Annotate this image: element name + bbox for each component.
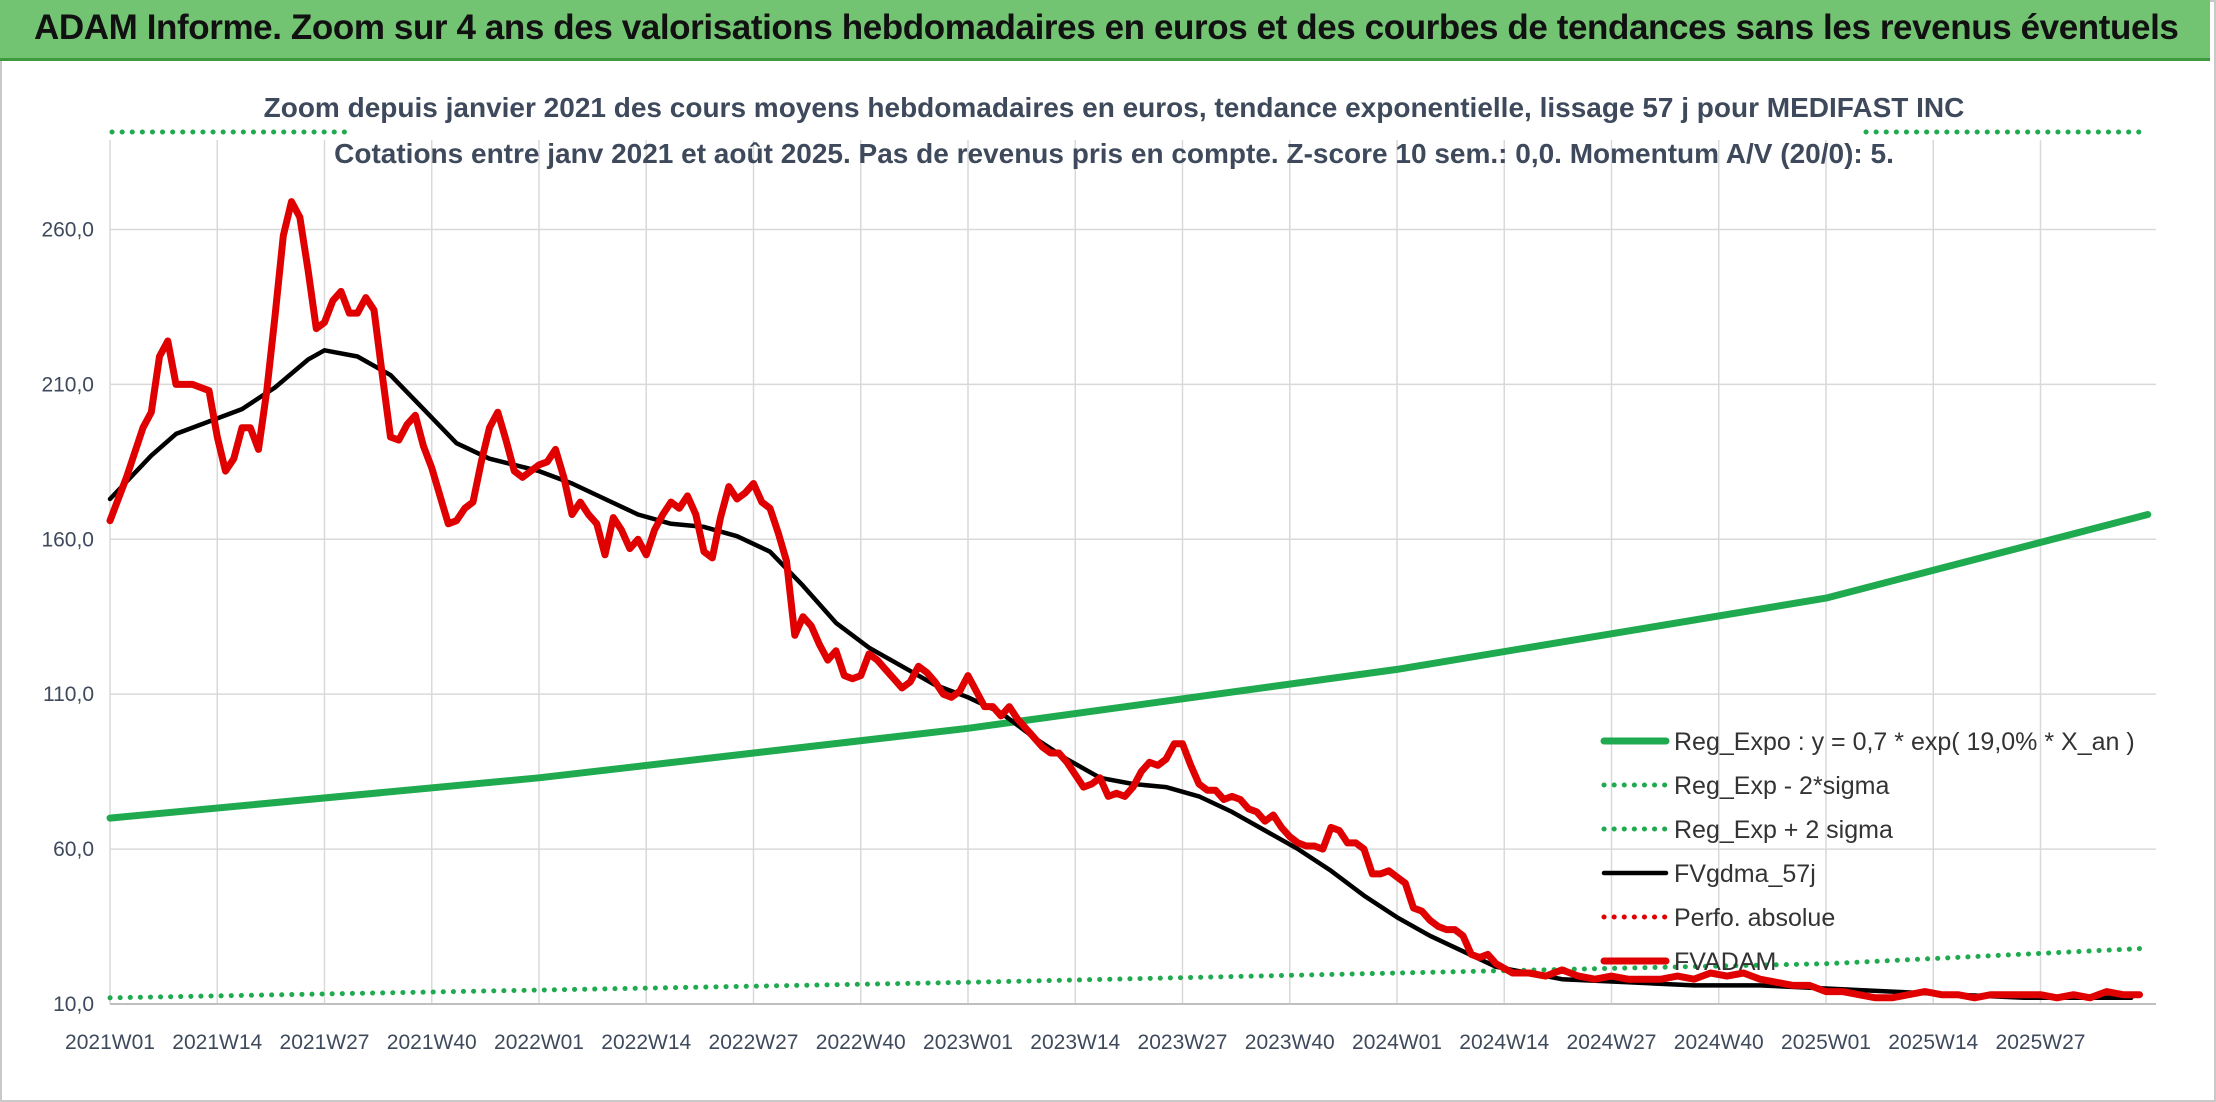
x-tick-label: 2023W27 [1138, 1031, 1228, 1054]
page-title: ADAM Informe. Zoom sur 4 ans des valoris… [34, 8, 2179, 47]
x-tick-label: 2022W14 [601, 1031, 691, 1054]
x-tick-label: 2023W01 [923, 1031, 1013, 1054]
legend-label: FVADAM [1674, 948, 1776, 976]
x-tick-label: 2021W40 [387, 1031, 477, 1054]
x-tick-label: 2024W01 [1352, 1031, 1442, 1054]
legend-label: Reg_Exp - 2*sigma [1674, 772, 1889, 800]
legend-label: Reg_Expo : y = 0,7 * exp( 19,0% * X_an ) [1674, 728, 2135, 756]
x-tick-label: 2024W40 [1674, 1031, 1764, 1054]
y-tick-label: 160,0 [41, 528, 94, 551]
y-tick-label: 60,0 [53, 838, 94, 861]
series-line-3 [107, 348, 2134, 1001]
series-line-0 [106, 511, 2152, 822]
y-tick-label: 110,0 [43, 683, 94, 706]
x-tick-label: 2021W27 [280, 1031, 370, 1054]
series-line-5 [106, 198, 2143, 1002]
title-banner: ADAM Informe. Zoom sur 4 ans des valoris… [0, 0, 2210, 61]
x-tick-label: 2022W01 [494, 1031, 584, 1054]
x-tick-label: 2022W40 [816, 1031, 906, 1054]
legend: Reg_Expo : y = 0,7 * exp( 19,0% * X_an )… [1600, 728, 2135, 976]
chart-subtitle-line2: Cotations entre janv 2021 et août 2025. … [334, 138, 1894, 169]
x-tick-label: 2024W14 [1459, 1031, 1549, 1054]
x-tick-label: 2023W14 [1030, 1031, 1120, 1054]
y-tick-label: 210,0 [41, 373, 94, 396]
x-tick-label: 2024W27 [1567, 1031, 1657, 1054]
x-tick-label: 2025W14 [1888, 1031, 1978, 1054]
x-tick-label: 2021W14 [172, 1031, 262, 1054]
grid-lines [109, 140, 2156, 1005]
x-tick-label: 2022W27 [709, 1031, 799, 1054]
chart-subtitle-line1: Zoom depuis janvier 2021 des cours moyen… [264, 92, 1965, 123]
legend-label: FVgdma_57j [1674, 860, 1816, 888]
y-axis-ticks: 10,0 60,0 110,0 160,0 210,0 260,0 [41, 218, 94, 1016]
x-tick-label: 2023W40 [1245, 1031, 1335, 1054]
series-lines [106, 129, 2152, 1002]
x-tick-label: 2025W27 [1996, 1031, 2086, 1054]
y-tick-label: 260,0 [41, 218, 94, 241]
legend-label: Perfo. absolue [1674, 904, 1835, 932]
x-axis-ticks: 2021W01 2021W14 2021W27 2021W40 2022W01 2022W… [65, 1031, 2085, 1054]
y-tick-label: 10,0 [53, 993, 94, 1016]
legend-label: Reg_Exp + 2 sigma [1674, 816, 1893, 844]
x-tick-label: 2025W01 [1781, 1031, 1871, 1054]
x-tick-label: 2021W01 [65, 1031, 155, 1054]
